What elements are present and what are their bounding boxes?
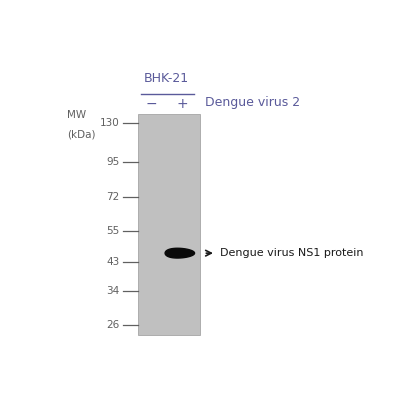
Text: 43: 43 bbox=[106, 257, 120, 266]
Text: Dengue virus 2: Dengue virus 2 bbox=[205, 96, 300, 109]
Bar bbox=[138, 114, 200, 335]
Text: MW: MW bbox=[67, 110, 86, 120]
Text: 72: 72 bbox=[106, 192, 120, 202]
Text: 55: 55 bbox=[106, 226, 120, 236]
Text: BHK-21: BHK-21 bbox=[144, 72, 189, 85]
Text: 34: 34 bbox=[106, 286, 120, 296]
Text: (kDa): (kDa) bbox=[67, 129, 96, 140]
Text: 26: 26 bbox=[106, 320, 120, 330]
Text: Dengue virus NS1 protein: Dengue virus NS1 protein bbox=[220, 248, 363, 258]
Text: +: + bbox=[177, 97, 188, 111]
Text: −: − bbox=[146, 97, 157, 111]
Text: 95: 95 bbox=[106, 157, 120, 167]
Polygon shape bbox=[165, 248, 194, 258]
Text: 130: 130 bbox=[100, 118, 120, 128]
